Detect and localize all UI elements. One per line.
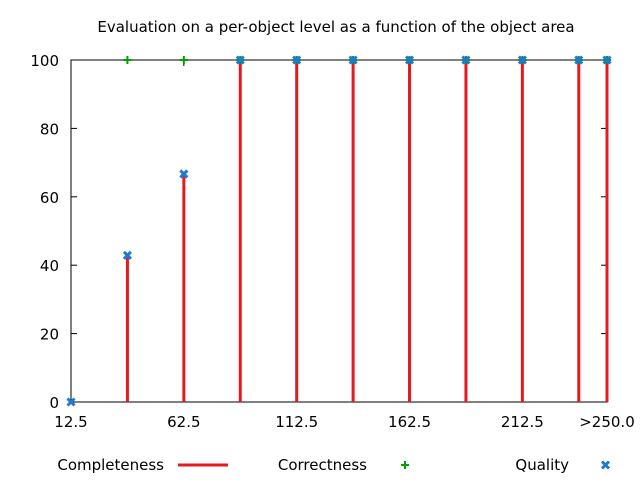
- legend: Completeness Correctness Quality: [57, 456, 611, 474]
- quality-point: [602, 55, 612, 65]
- x-tick-label: 12.5: [54, 413, 87, 431]
- quality-point: [235, 55, 245, 65]
- quality-point: [179, 169, 189, 179]
- legend-label-quality: Quality: [515, 456, 569, 474]
- quality-point: [292, 55, 302, 65]
- x-tick-label: 62.5: [167, 413, 200, 431]
- quality-point: [122, 250, 132, 260]
- y-tick-label: 20: [40, 326, 59, 344]
- correctness-point: [179, 56, 188, 64]
- legend-label-correctness: Correctness: [278, 456, 367, 474]
- quality-point: [404, 55, 415, 65]
- series-layer: [66, 55, 612, 407]
- x-tick-label: 162.5: [388, 413, 431, 431]
- y-tick-label: 40: [40, 257, 59, 275]
- y-tick-label: 80: [40, 120, 59, 138]
- plot-area: [70, 59, 608, 403]
- y-tick-label: 60: [40, 189, 59, 207]
- x-tick-label: 212.5: [501, 413, 544, 431]
- quality-point: [348, 55, 358, 65]
- legend-swatch-correctness: [401, 461, 409, 469]
- legend-label-completeness: Completeness: [57, 456, 164, 474]
- y-tick-label: 100: [30, 52, 59, 70]
- quality-point: [461, 55, 471, 65]
- quality-point: [517, 55, 527, 65]
- axis-ticks: 0 20 40 60 80 100 12.5 62.5 112.5 162.5 212.5 >250.…: [30, 52, 634, 431]
- x-tick-label: 112.5: [275, 413, 318, 431]
- plot-frame: [70, 59, 608, 403]
- legend-swatch-quality: [600, 460, 611, 470]
- quality-point: [66, 397, 76, 407]
- chart-title: Evaluation on a per-object level as a fu…: [97, 18, 574, 36]
- quality-point: [574, 55, 584, 65]
- y-tick-label: 0: [49, 394, 59, 412]
- x-tick-label: >250.0: [579, 413, 635, 431]
- correctness-point: [123, 56, 132, 64]
